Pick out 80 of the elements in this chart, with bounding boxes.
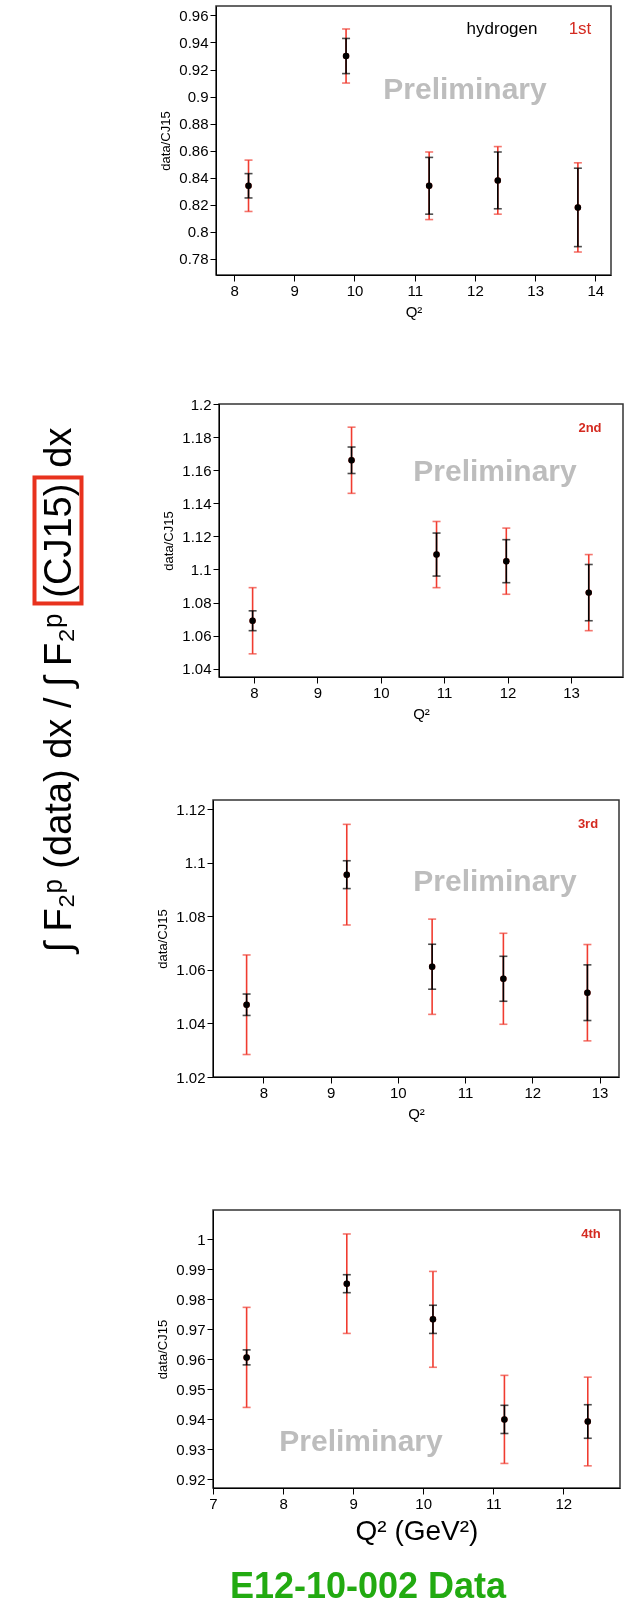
y-tick-label: 0.92 bbox=[176, 1470, 206, 1488]
y-tick-label: 1.02 bbox=[176, 1068, 206, 1086]
y-tick-label: 1.14 bbox=[182, 494, 212, 512]
y-tick-label: 1.06 bbox=[182, 627, 212, 645]
y-tick-label: 1.04 bbox=[176, 1014, 206, 1032]
x-tick-label: 10 bbox=[346, 281, 364, 299]
x-tick-label: 9 bbox=[313, 683, 322, 701]
y-tick-label: 1.2 bbox=[190, 395, 212, 413]
y-tick-label: 0.82 bbox=[179, 196, 209, 214]
y-tick-label: 0.8 bbox=[187, 223, 209, 241]
annotation: hydrogen bbox=[466, 19, 538, 38]
y-tick-label: 0.98 bbox=[176, 1290, 206, 1308]
y-tick-label: 0.94 bbox=[179, 34, 209, 51]
annotation: 4th bbox=[581, 1226, 601, 1241]
y-tick-label: 0.92 bbox=[179, 61, 209, 79]
y-tick-label: 1.08 bbox=[182, 594, 212, 612]
y-tick-label: 0.99 bbox=[176, 1260, 206, 1278]
x-tick-label: 9 bbox=[326, 1083, 336, 1101]
y-tick-label: 1.1 bbox=[190, 560, 212, 578]
y-tick-label: 1 bbox=[197, 1230, 206, 1248]
y-tick-label: 1.08 bbox=[176, 907, 206, 925]
y-tick-label: 0.97 bbox=[176, 1320, 206, 1338]
text: ∫ F₂ᵖ (data) dx / ∫ F₂ᵖ bbox=[36, 613, 80, 953]
annotation: Preliminary bbox=[413, 454, 578, 487]
y-tick-label: 0.86 bbox=[179, 142, 209, 160]
x-tick-label: 13 bbox=[527, 281, 544, 299]
annotation: 2nd bbox=[578, 420, 602, 435]
x-axis-title: Q² (GeV²) bbox=[355, 1514, 479, 1546]
x-tick-label: 12 bbox=[555, 1494, 573, 1512]
x-tick-label: 10 bbox=[390, 1083, 407, 1101]
y-tick-label: 0.9 bbox=[187, 88, 209, 106]
x-tick-label: 13 bbox=[563, 683, 580, 701]
y-tick-label: 0.96 bbox=[176, 1350, 206, 1368]
x-axis-title: Q² bbox=[405, 302, 423, 320]
annotation: 1st bbox=[568, 19, 592, 38]
x-tick-label: 11 bbox=[485, 1494, 502, 1512]
x-tick-label: 8 bbox=[250, 683, 259, 701]
x-tick-label: 8 bbox=[279, 1494, 288, 1512]
x-tick-label: 13 bbox=[591, 1083, 609, 1101]
y-axis-title: data/CJ15 bbox=[161, 511, 177, 571]
text: E12-10-002 Data bbox=[228, 1565, 508, 1607]
x-tick-label: 11 bbox=[407, 281, 423, 299]
y-tick-label: 1.1 bbox=[184, 854, 206, 872]
x-axis-title: Q² bbox=[413, 704, 430, 722]
x-tick-label: 12 bbox=[524, 1083, 542, 1101]
annotation: Preliminary bbox=[413, 864, 578, 897]
y-axis-title: data/CJ15 bbox=[155, 909, 171, 969]
y-tick-label: 1.18 bbox=[182, 428, 212, 446]
y-axis-title: data/CJ15 bbox=[158, 111, 174, 171]
y-axis-title: data/CJ15 bbox=[155, 1319, 171, 1380]
x-tick-label: 10 bbox=[372, 683, 390, 701]
y-tick-label: 0.84 bbox=[179, 169, 209, 187]
x-tick-label: 8 bbox=[259, 1083, 269, 1101]
y-tick-label: 1.16 bbox=[182, 461, 212, 479]
x-tick-label: 11 bbox=[457, 1083, 474, 1101]
annotation: Preliminary bbox=[383, 72, 548, 105]
annotation: 3rd bbox=[577, 816, 599, 831]
x-tick-label: 12 bbox=[467, 281, 484, 299]
x-axis-title: Q² bbox=[408, 1104, 425, 1122]
x-tick-label: 14 bbox=[587, 281, 605, 299]
y-tick-label: 0.88 bbox=[179, 115, 209, 133]
y-tick-label: 0.78 bbox=[179, 250, 209, 268]
x-tick-label: 9 bbox=[290, 281, 299, 299]
text: dx bbox=[36, 427, 80, 468]
y-tick-label: 1.12 bbox=[176, 800, 206, 818]
y-tick-label: 0.95 bbox=[176, 1380, 206, 1398]
x-tick-label: 9 bbox=[349, 1494, 358, 1512]
annotation: Preliminary bbox=[279, 1424, 444, 1457]
y-tick-label: 1.04 bbox=[182, 660, 212, 678]
outline-box: (CJ15) bbox=[32, 475, 84, 606]
x-tick-label: 7 bbox=[209, 1494, 218, 1512]
x-tick-label: 10 bbox=[415, 1494, 432, 1512]
y-tick-label: 0.96 bbox=[179, 6, 209, 24]
x-tick-label: 12 bbox=[499, 683, 517, 701]
y-tick-label: 0.93 bbox=[176, 1440, 206, 1458]
y-tick-label: 1.06 bbox=[176, 961, 206, 979]
x-tick-label: 11 bbox=[436, 683, 453, 701]
y-tick-label: 1.12 bbox=[182, 527, 212, 545]
x-tick-label: 8 bbox=[230, 281, 239, 299]
y-tick-label: 0.94 bbox=[176, 1410, 206, 1428]
